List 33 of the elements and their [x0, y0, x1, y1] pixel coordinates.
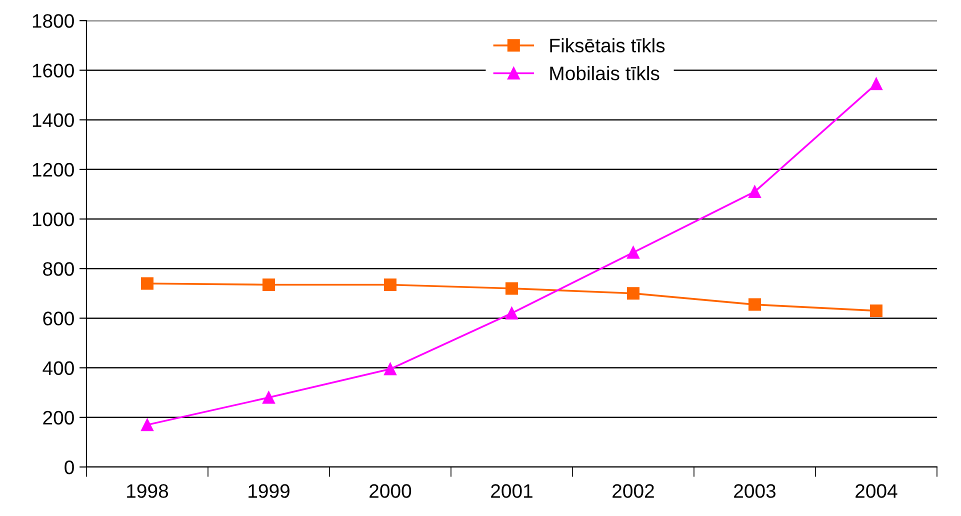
- point: [626, 287, 640, 300]
- y-tick-label: 600: [43, 312, 74, 326]
- legend-label: Mobilais tīkls: [550, 66, 660, 80]
- point: [748, 298, 761, 311]
- point: [262, 278, 275, 291]
- y-tick-label: 200: [43, 410, 74, 425]
- x-tick-label: 2001: [491, 484, 532, 498]
- point: [870, 78, 882, 90]
- x-tick-label: 1999: [248, 484, 290, 498]
- point: [262, 391, 275, 404]
- point: [505, 306, 518, 320]
- point: [748, 185, 761, 198]
- y-tick-label: 1000: [32, 212, 74, 226]
- x-tick-label: 1998: [127, 484, 168, 498]
- x-tick-label: 2000: [370, 484, 412, 498]
- point: [384, 278, 396, 291]
- point: [140, 418, 154, 432]
- y-tick-label: 1400: [32, 113, 74, 128]
- y-tick-label: 800: [43, 262, 74, 276]
- y-tick-label: 1200: [32, 162, 74, 177]
- point: [384, 362, 396, 376]
- point: [626, 246, 640, 259]
- y-tick-label: 1800: [32, 14, 74, 28]
- x-tick-label: 2004: [856, 484, 898, 498]
- x-tick-label: 2002: [612, 484, 654, 498]
- x-tick-label: 2003: [734, 484, 776, 498]
- y-tick-label: 400: [42, 361, 74, 376]
- point: [870, 304, 882, 318]
- point: [505, 282, 518, 295]
- y-tick-label: 1600: [32, 64, 74, 78]
- legend-label: Fiksētais tīkls: [550, 38, 665, 52]
- y-tick-label: 0: [64, 460, 74, 474]
- point: [140, 277, 154, 290]
